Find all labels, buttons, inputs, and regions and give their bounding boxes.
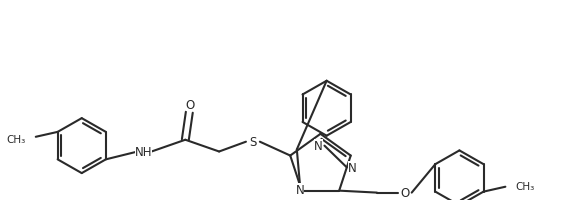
Text: N: N [349, 161, 357, 174]
Text: CH₃: CH₃ [6, 134, 26, 144]
Text: O: O [186, 98, 195, 111]
Text: NH: NH [135, 145, 152, 158]
Text: CH₃: CH₃ [515, 181, 534, 191]
Text: S: S [249, 136, 256, 148]
Text: N: N [314, 139, 323, 152]
Text: O: O [400, 186, 409, 199]
Text: N: N [295, 183, 304, 196]
